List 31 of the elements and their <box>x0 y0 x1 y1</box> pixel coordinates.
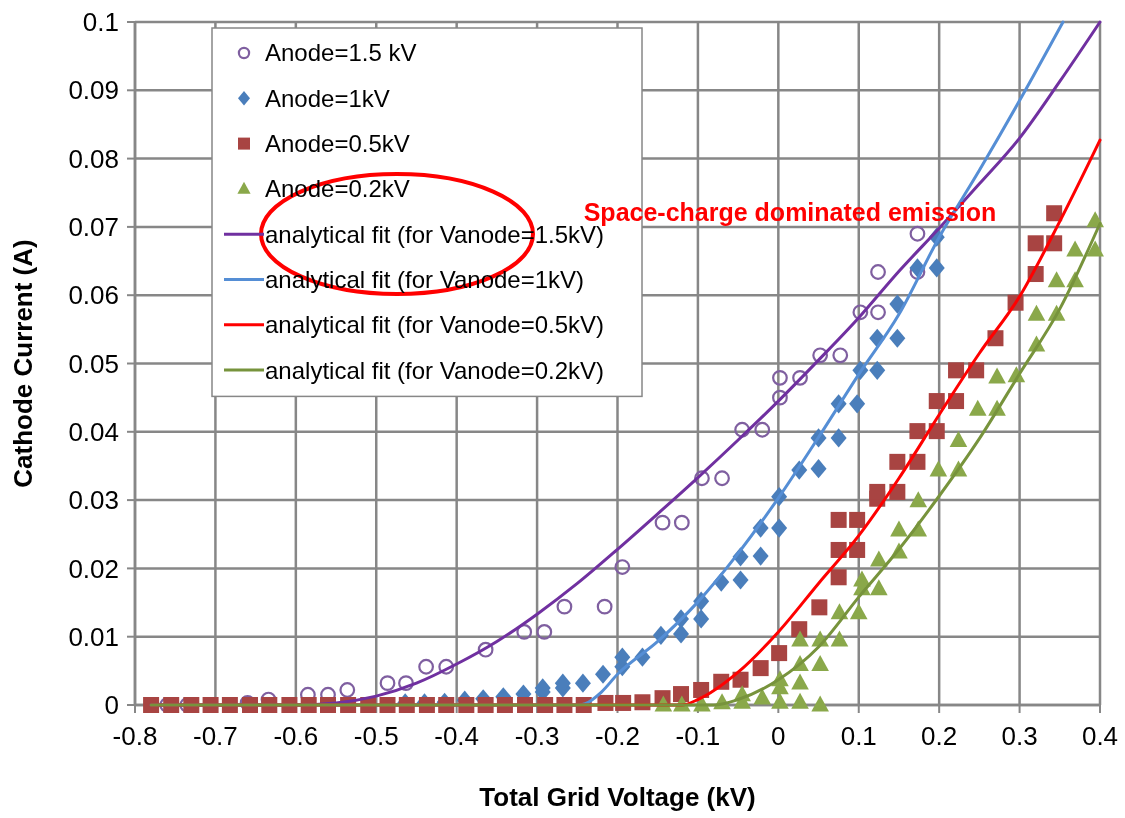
y-tick-label: 0.1 <box>82 7 119 38</box>
y-tick-label: 0.05 <box>68 348 119 379</box>
x-tick-label: -0.6 <box>273 721 319 751</box>
legend-label: Anode=1.5 kV <box>265 39 417 67</box>
x-tick-label: -0.2 <box>595 721 640 751</box>
x-tick-label: 0 <box>771 721 786 751</box>
y-tick-label: 0.04 <box>68 416 119 447</box>
x-tick-label: 0.2 <box>921 721 958 751</box>
legend-label: analytical fit (for Vanode=0.5kV) <box>265 311 605 339</box>
y-axis-title: Cathode Current (A) <box>8 239 38 488</box>
y-tick-label: 0.08 <box>68 143 119 174</box>
x-tick-label: -0.3 <box>514 721 560 751</box>
y-tick-label: 0 <box>104 690 119 721</box>
y-tick-label: 0.03 <box>68 485 119 516</box>
legend-label: analytical fit (for Vanode=0.2kV) <box>265 356 605 384</box>
y-tick-label: 0.06 <box>68 280 119 311</box>
x-tick-label: 0.1 <box>840 721 877 751</box>
x-tick-label: -0.7 <box>193 721 238 751</box>
x-tick-label: -0.4 <box>434 721 480 751</box>
x-tick-label: -0.1 <box>675 721 721 751</box>
y-tick-label: 0.09 <box>68 75 119 106</box>
x-tick-label: -0.8 <box>112 721 158 751</box>
legend-label: Anode=1kV <box>265 84 390 112</box>
x-tick-label: 0.4 <box>1081 721 1119 751</box>
legend-label: Anode=0.5kV <box>265 130 410 157</box>
x-tick-label: 0.3 <box>1001 721 1038 751</box>
y-tick-label: 0.01 <box>68 621 119 652</box>
y-tick-label: 0.07 <box>68 212 119 242</box>
x-tick-label: -0.5 <box>353 721 399 751</box>
y-tick-label: 0.02 <box>68 553 119 584</box>
x-axis-title: Total Grid Voltage (kV) <box>479 782 756 812</box>
